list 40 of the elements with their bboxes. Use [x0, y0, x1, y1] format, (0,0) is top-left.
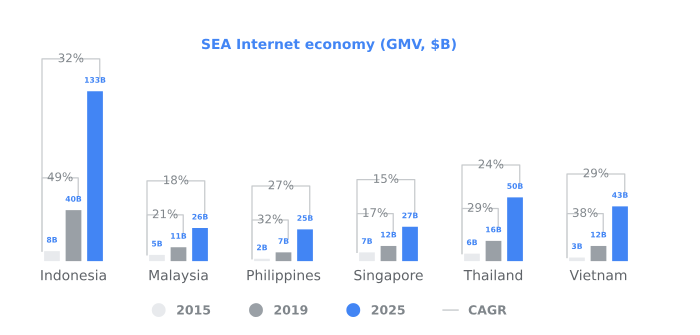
annotation: 29%: [584, 168, 608, 178]
bar: [44, 251, 60, 262]
bar: [464, 254, 480, 262]
x-tick-label: Vietnam: [570, 270, 626, 280]
bar: [402, 226, 418, 262]
bar: [359, 252, 375, 262]
bar: [380, 246, 396, 262]
bar: [297, 229, 313, 262]
bar: [569, 257, 585, 262]
bar: [170, 247, 186, 262]
legend-label: 2019: [274, 305, 308, 315]
x-tick-label: Singapore: [354, 270, 423, 284]
legend-label: 2025: [372, 305, 405, 315]
bar: [66, 210, 82, 262]
annotation: 17%: [363, 208, 388, 218]
bar: [486, 240, 502, 262]
x-tick-label: Philippines: [247, 270, 320, 284]
bar: [87, 91, 103, 262]
annotation: 15%: [374, 174, 398, 184]
annotation: 27%: [268, 180, 294, 190]
bar: [276, 252, 292, 262]
bar: [149, 254, 165, 262]
annotation: 32%: [258, 214, 283, 224]
x-tick-label: Thailand: [464, 270, 522, 280]
legend-label: 2015: [177, 305, 210, 315]
bar: [590, 246, 606, 262]
bar: [612, 206, 628, 262]
text: 32%: [58, 53, 84, 62]
annotation: 38%: [572, 208, 598, 218]
annotation: 29%: [468, 203, 493, 212]
text: CAGR: [468, 305, 507, 315]
bar: [192, 228, 208, 262]
bar: [507, 197, 523, 262]
annotation: 18%: [164, 175, 188, 184]
annotation: 49%: [48, 172, 73, 182]
chart-title: SEA Internet economy (GMV, $B): [202, 38, 456, 52]
x-tick-label: Malaysia: [150, 270, 208, 284]
x-tick-label: Indonesia: [41, 270, 106, 280]
annotation: 21%: [152, 209, 178, 218]
annotation: 24%: [478, 160, 504, 168]
